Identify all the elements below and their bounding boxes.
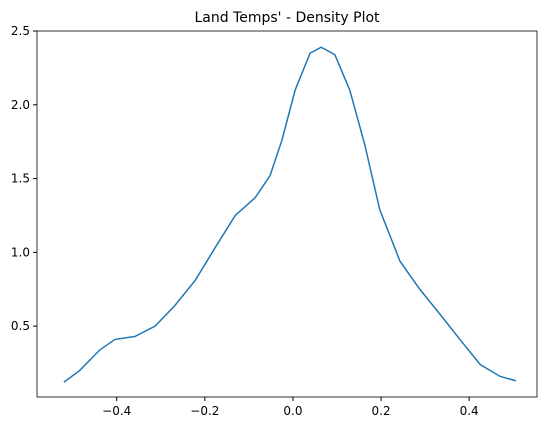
y-tick-label: 2.0	[11, 98, 30, 112]
plot-frame	[36, 30, 538, 398]
y-tick-label: 0.5	[11, 319, 30, 333]
y-tick-label: 1.0	[11, 245, 30, 259]
line	[63, 46, 517, 383]
x-tick-label: 0.4	[460, 404, 479, 418]
x-tick-label: −0.2	[190, 404, 219, 418]
y-tick-label: 1.5	[11, 172, 30, 186]
chart-title: Land Temps' - Density Plot	[194, 10, 380, 26]
x-tick-label: 0.0	[283, 404, 302, 418]
x-tick-label: −0.4	[102, 404, 131, 418]
y-tick-label: 2.5	[11, 24, 30, 38]
x-tick-label: 0.2	[372, 404, 391, 418]
